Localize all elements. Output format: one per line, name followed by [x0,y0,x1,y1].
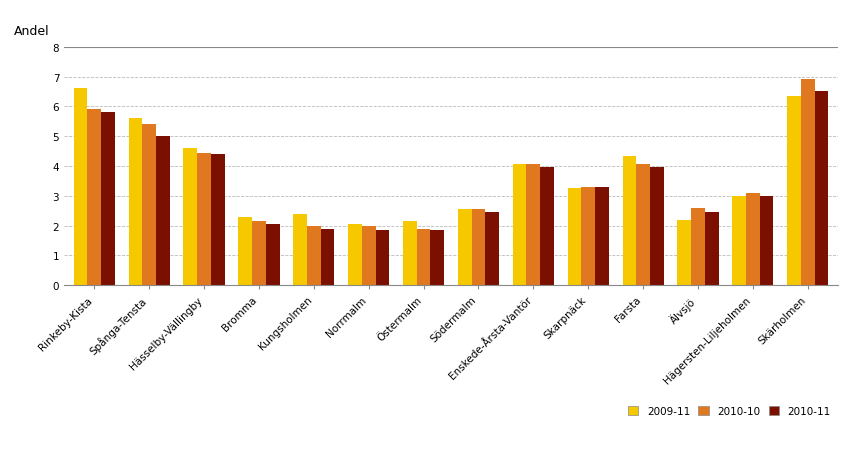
Bar [746,193,760,286]
Bar [198,153,211,286]
Bar [403,222,416,286]
Bar [458,210,472,286]
Bar [801,80,815,286]
Bar [732,197,746,286]
Bar [815,92,828,286]
Bar [266,225,280,286]
Bar [321,229,334,286]
Bar [239,217,252,286]
Bar [581,188,595,286]
Bar [307,226,321,286]
Bar [211,155,225,286]
Bar [348,225,362,286]
Bar [513,165,527,286]
Bar [184,149,198,286]
Bar [650,168,663,286]
Legend: 2009-11, 2010-10, 2010-11: 2009-11, 2010-10, 2010-11 [626,404,833,418]
Bar [101,113,115,286]
Bar [787,97,801,286]
Bar [691,208,705,286]
Bar [595,188,609,286]
Bar [142,125,156,286]
Bar [486,213,499,286]
Bar [472,210,486,286]
Bar [705,213,718,286]
Bar [362,226,375,286]
Bar [527,165,540,286]
Bar [293,214,307,286]
Bar [677,220,691,286]
Bar [430,230,444,286]
Bar [74,89,87,286]
Text: Andel: Andel [14,25,50,38]
Bar [128,119,142,286]
Bar [568,189,581,286]
Bar [760,197,774,286]
Bar [375,230,389,286]
Bar [540,168,554,286]
Bar [622,156,636,286]
Bar [636,165,650,286]
Bar [252,222,266,286]
Bar [416,229,430,286]
Bar [156,137,170,286]
Bar [87,110,101,286]
